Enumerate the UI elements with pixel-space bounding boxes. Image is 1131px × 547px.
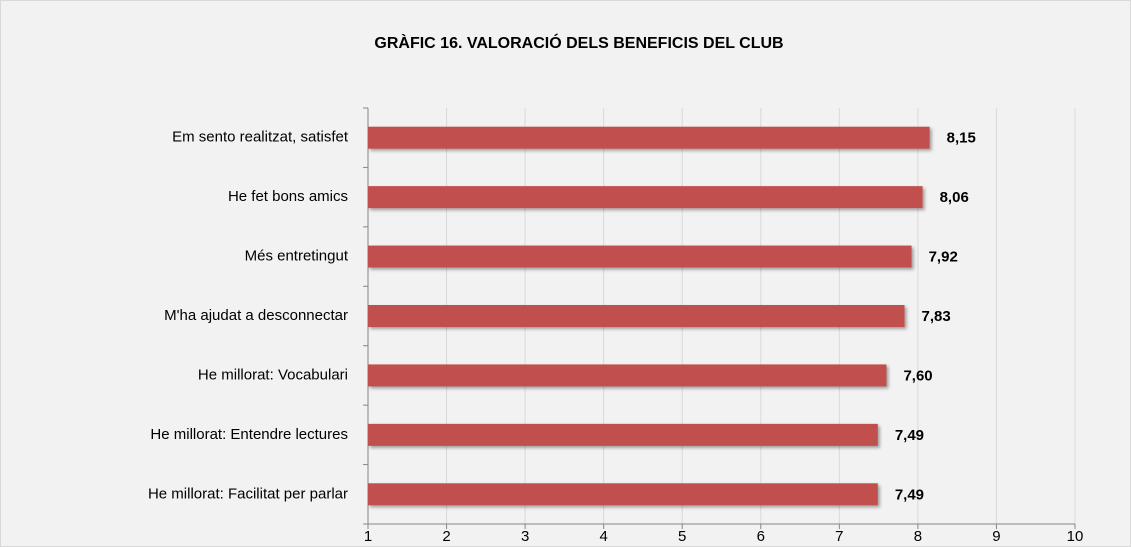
x-tick-label: 1 — [364, 528, 372, 545]
x-tick-label: 9 — [992, 528, 1000, 545]
chart-title: GRÀFIC 16. VALORACIÓ DELS BENEFICIS DEL … — [374, 33, 783, 52]
y-tick-label: He fet bons amics — [228, 188, 348, 205]
value-label: 8,06 — [940, 189, 969, 206]
x-tick-label: 8 — [914, 528, 922, 545]
x-tick-label: 4 — [599, 528, 607, 545]
bar — [368, 364, 887, 387]
bar — [368, 483, 878, 506]
bar — [368, 186, 923, 209]
y-tick-label: He millorat: Vocabulari — [198, 366, 348, 383]
x-tick-label: 3 — [521, 528, 529, 545]
value-label: 7,49 — [895, 427, 924, 444]
bar — [368, 245, 912, 268]
bar — [368, 305, 905, 327]
value-label: 7,83 — [922, 308, 951, 325]
y-tick-label: Més entretingut — [245, 248, 349, 265]
x-tick-label: 5 — [678, 528, 686, 545]
x-tick-label: 6 — [757, 528, 765, 545]
y-tick-label: Em sento realitzat, satisfet — [172, 129, 349, 146]
value-label: 8,15 — [947, 130, 976, 147]
y-tick-label: M'ha ajudat a desconnectar — [164, 307, 348, 324]
value-label: 7,49 — [895, 486, 924, 503]
y-tick-label: He millorat: Entendre lectures — [150, 426, 348, 443]
y-tick-label: He millorat: Facilitat per parlar — [148, 485, 348, 502]
x-tick-label: 7 — [835, 528, 843, 545]
x-tick-label: 10 — [1067, 528, 1084, 545]
x-tick-label: 2 — [442, 528, 450, 545]
value-label: 7,60 — [903, 367, 932, 384]
value-label: 7,92 — [929, 249, 958, 266]
bar — [368, 423, 878, 446]
bar — [368, 126, 930, 149]
